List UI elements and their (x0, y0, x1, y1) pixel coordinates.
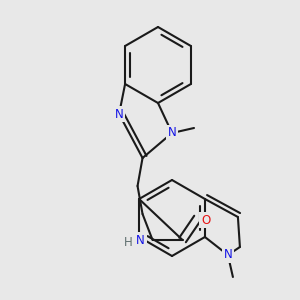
Text: N: N (168, 127, 176, 140)
Text: N: N (136, 233, 145, 247)
Text: H: H (124, 236, 133, 248)
Text: N: N (115, 107, 124, 121)
Text: N: N (224, 248, 232, 262)
Text: O: O (201, 214, 210, 226)
